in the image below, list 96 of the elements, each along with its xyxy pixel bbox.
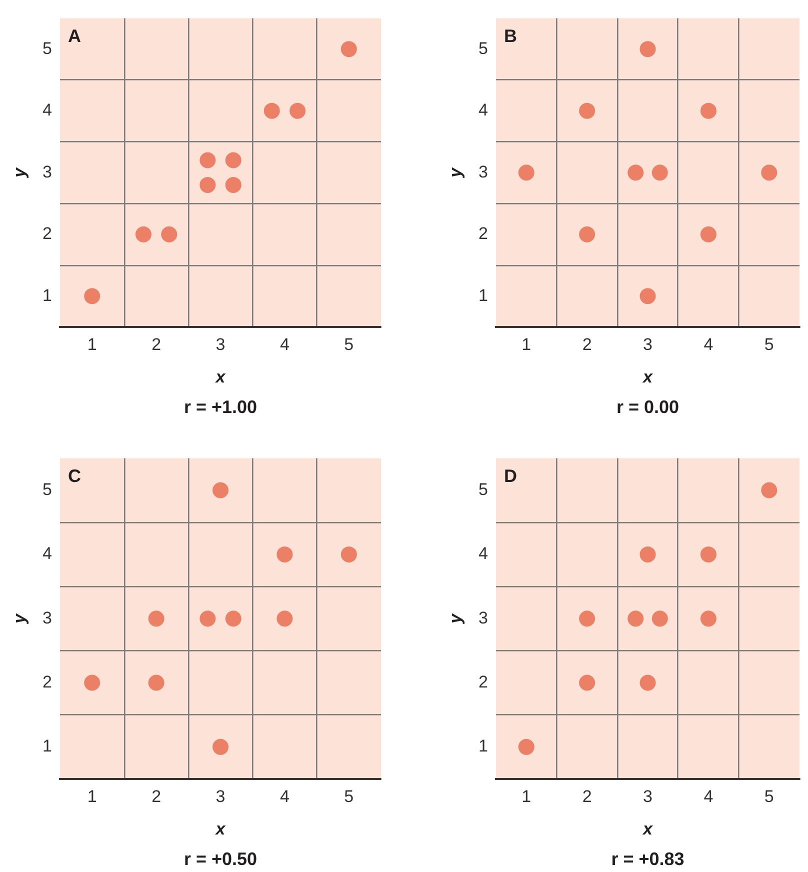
y-tick-label: 4 (478, 544, 488, 564)
x-tick-label: 4 (704, 334, 714, 354)
point (212, 482, 228, 498)
y-tick-label: 1 (42, 286, 52, 305)
point (340, 41, 357, 58)
text: r = 0.00 (616, 396, 680, 417)
point (84, 674, 100, 691)
point (579, 610, 596, 627)
point (84, 288, 100, 304)
y-tick-label: 3 (478, 608, 488, 628)
x-tick-label: 2 (582, 786, 592, 806)
x-tick-label: 5 (764, 334, 774, 354)
point (652, 164, 668, 181)
point (700, 102, 716, 119)
y-tick-label: 2 (42, 224, 52, 244)
point (135, 226, 152, 242)
point (652, 610, 668, 627)
y-axis-title: y (10, 166, 29, 178)
x-tick-label: 5 (344, 334, 354, 354)
point (148, 674, 164, 691)
y-tick-label: 3 (42, 608, 52, 628)
chart-title: C (68, 466, 81, 486)
y-axis-title: y (10, 612, 29, 624)
point (628, 164, 644, 181)
x-tick-label: 3 (216, 786, 226, 806)
point (640, 546, 656, 562)
point (579, 226, 596, 242)
x-tick-label: 3 (643, 334, 652, 354)
y-tick-label: 2 (42, 672, 52, 692)
point (640, 288, 656, 304)
x-tick-label: 5 (764, 786, 774, 806)
x-tick-label: 4 (280, 786, 290, 806)
y-tick-label: 5 (478, 480, 488, 499)
point (700, 226, 716, 242)
x-tick-label: 1 (87, 334, 97, 354)
point (579, 674, 596, 691)
point (225, 610, 242, 627)
point (640, 674, 656, 691)
x-tick-label: 1 (522, 334, 532, 354)
point (290, 102, 306, 119)
text: r = +1.00 (184, 396, 258, 417)
x-tick-label: 1 (522, 786, 532, 806)
chart-title: B (504, 26, 517, 46)
point (518, 738, 534, 755)
point (761, 164, 778, 181)
x-axis-title: x (642, 819, 654, 838)
x-tick-label: 2 (582, 334, 592, 354)
point (161, 226, 178, 242)
point (200, 176, 216, 193)
point (628, 610, 644, 627)
x-tick-label: 4 (704, 786, 714, 806)
y-tick-label: 2 (478, 224, 488, 244)
x-tick-label: 2 (152, 786, 162, 806)
text: r = +0.83 (611, 848, 684, 869)
x-tick-label: 3 (643, 786, 652, 806)
y-tick-label: 4 (42, 100, 52, 120)
point (148, 610, 164, 627)
point (276, 610, 293, 627)
x-tick-label: 4 (280, 334, 290, 354)
y-tick-label: 1 (478, 286, 488, 305)
point (225, 152, 242, 168)
point (518, 164, 534, 181)
point (761, 482, 778, 498)
chart-title: A (68, 26, 81, 46)
x-axis-title: x (214, 367, 227, 386)
y-tick-label: 4 (42, 544, 52, 564)
point (700, 610, 716, 627)
y-tick-label: 5 (478, 38, 488, 58)
point (200, 152, 216, 168)
point (579, 102, 596, 119)
y-axis-title: y (446, 612, 465, 624)
y-tick-label: 3 (478, 162, 488, 182)
y-tick-label: 4 (478, 100, 488, 120)
text: r = +0.50 (184, 848, 258, 869)
point (276, 546, 293, 562)
x-tick-label: 1 (87, 786, 97, 806)
chart-title: D (504, 466, 517, 486)
point (640, 41, 656, 58)
point (700, 546, 716, 562)
point (225, 176, 242, 193)
x-tick-label: 3 (216, 334, 226, 354)
point (340, 546, 357, 562)
y-tick-label: 1 (478, 736, 488, 756)
y-tick-label: 1 (42, 736, 52, 756)
x-axis-title: x (642, 367, 654, 386)
y-tick-label: 2 (478, 672, 488, 692)
x-tick-label: 2 (152, 334, 162, 354)
y-tick-label: 3 (42, 162, 52, 182)
point (264, 102, 280, 119)
y-tick-label: 5 (42, 38, 52, 58)
point (200, 610, 216, 627)
point (212, 738, 228, 755)
y-axis-title: y (446, 166, 465, 178)
x-axis-title: x (214, 819, 227, 838)
y-tick-label: 5 (42, 480, 52, 499)
x-tick-label: 5 (344, 786, 354, 806)
